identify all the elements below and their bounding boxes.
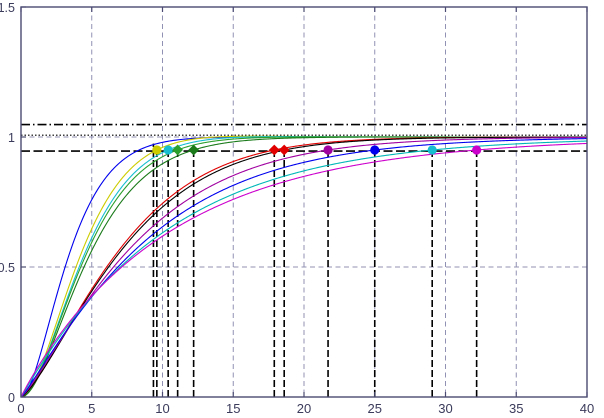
svg-text:15: 15 (226, 401, 240, 416)
svg-text:5: 5 (88, 401, 95, 416)
svg-text:0.5: 0.5 (0, 261, 15, 275)
svg-text:40: 40 (580, 401, 594, 416)
svg-text:30: 30 (438, 401, 452, 416)
svg-text:10: 10 (155, 401, 169, 416)
svg-text:0: 0 (8, 391, 15, 405)
svg-text:1.5: 1.5 (0, 1, 15, 15)
svg-text:25: 25 (368, 401, 382, 416)
svg-text:0: 0 (17, 401, 24, 416)
svg-text:20: 20 (297, 401, 311, 416)
svg-text:35: 35 (509, 401, 523, 416)
svg-text:1: 1 (8, 131, 15, 145)
